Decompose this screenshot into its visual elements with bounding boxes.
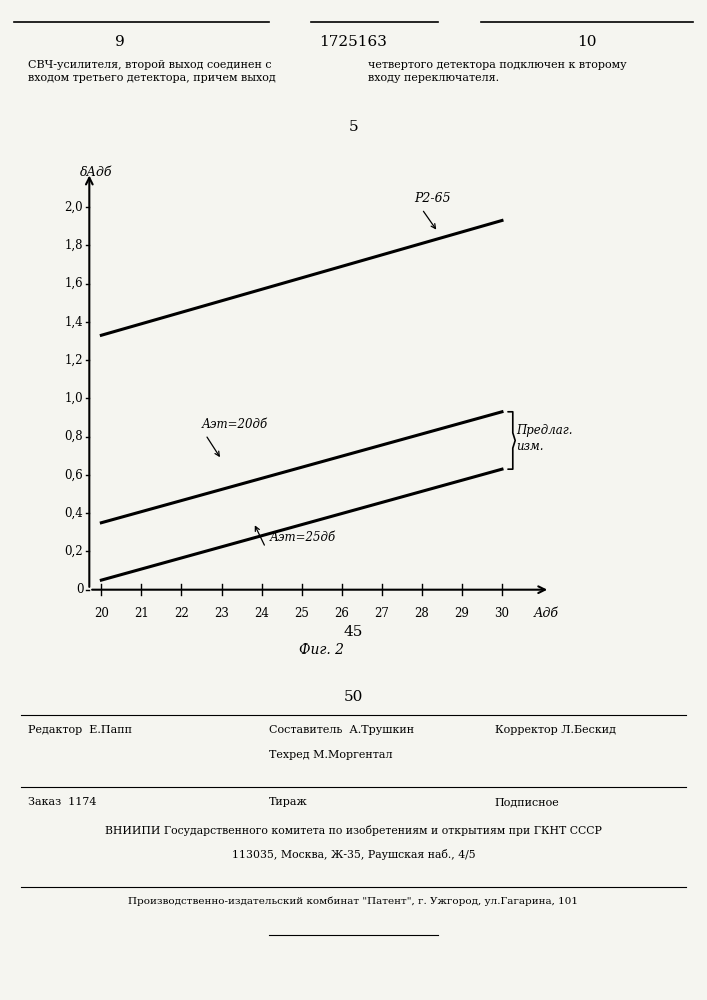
Text: 26: 26 bbox=[334, 607, 349, 620]
Text: Техред М.Моргентал: Техред М.Моргентал bbox=[269, 750, 392, 760]
Text: Тираж: Тираж bbox=[269, 797, 308, 807]
Text: 30: 30 bbox=[494, 607, 510, 620]
Text: 21: 21 bbox=[134, 607, 148, 620]
Text: 1725163: 1725163 bbox=[320, 35, 387, 49]
Text: 1,8: 1,8 bbox=[65, 239, 83, 252]
Text: 0,2: 0,2 bbox=[64, 545, 83, 558]
Text: 10: 10 bbox=[577, 35, 597, 49]
Text: 9: 9 bbox=[115, 35, 125, 49]
Text: 0: 0 bbox=[76, 583, 83, 596]
Text: Корректор Л.Бескид: Корректор Л.Бескид bbox=[495, 725, 616, 735]
Text: 23: 23 bbox=[214, 607, 229, 620]
Text: 24: 24 bbox=[254, 607, 269, 620]
Text: Заказ  1174: Заказ 1174 bbox=[28, 797, 97, 807]
Text: Редактор  Е.Папп: Редактор Е.Папп bbox=[28, 725, 132, 735]
Text: 0,4: 0,4 bbox=[64, 507, 83, 520]
Text: 27: 27 bbox=[374, 607, 390, 620]
Text: 1,4: 1,4 bbox=[64, 315, 83, 328]
Text: Адб: Адб bbox=[534, 607, 559, 620]
Text: 20: 20 bbox=[94, 607, 109, 620]
Text: Предлаг.
изм.: Предлаг. изм. bbox=[517, 424, 573, 453]
Text: четвертого детектора подключен к второму
входу переключателя.: четвертого детектора подключен к второму… bbox=[368, 60, 626, 83]
Text: 113035, Москва, Ж-35, Раушская наб., 4/5: 113035, Москва, Ж-35, Раушская наб., 4/5 bbox=[232, 849, 475, 860]
Text: 50: 50 bbox=[344, 690, 363, 704]
Text: 2,0: 2,0 bbox=[64, 201, 83, 214]
Text: 5: 5 bbox=[349, 120, 358, 134]
Text: 0,8: 0,8 bbox=[64, 430, 83, 443]
Text: Производственно-издательский комбинат "Патент", г. Ужгород, ул.Гагарина, 101: Производственно-издательский комбинат "П… bbox=[129, 897, 578, 907]
Text: 1,6: 1,6 bbox=[64, 277, 83, 290]
Text: ВНИИПИ Государственного комитета по изобретениям и открытиям при ГКНТ СССР: ВНИИПИ Государственного комитета по изоб… bbox=[105, 825, 602, 836]
Text: δАдб: δАдб bbox=[81, 166, 113, 179]
Text: 1,0: 1,0 bbox=[64, 392, 83, 405]
Text: 28: 28 bbox=[414, 607, 429, 620]
Text: Аэт=25дб: Аэт=25дб bbox=[269, 531, 336, 544]
Text: Р2-65: Р2-65 bbox=[414, 192, 450, 205]
Text: 1,2: 1,2 bbox=[65, 354, 83, 367]
Text: Составитель  А.Трушкин: Составитель А.Трушкин bbox=[269, 725, 414, 735]
Text: 22: 22 bbox=[174, 607, 189, 620]
Text: Подписное: Подписное bbox=[495, 797, 560, 807]
Text: 45: 45 bbox=[344, 625, 363, 639]
Text: Фиг. 2: Фиг. 2 bbox=[299, 643, 344, 657]
Text: 0,6: 0,6 bbox=[64, 468, 83, 481]
Text: Аэт=20дб: Аэт=20дб bbox=[201, 418, 268, 431]
Text: 25: 25 bbox=[294, 607, 309, 620]
Text: 29: 29 bbox=[455, 607, 469, 620]
Text: СВЧ-усилителя, второй выход соединен с
входом третьего детектора, причем выход: СВЧ-усилителя, второй выход соединен с в… bbox=[28, 60, 276, 83]
